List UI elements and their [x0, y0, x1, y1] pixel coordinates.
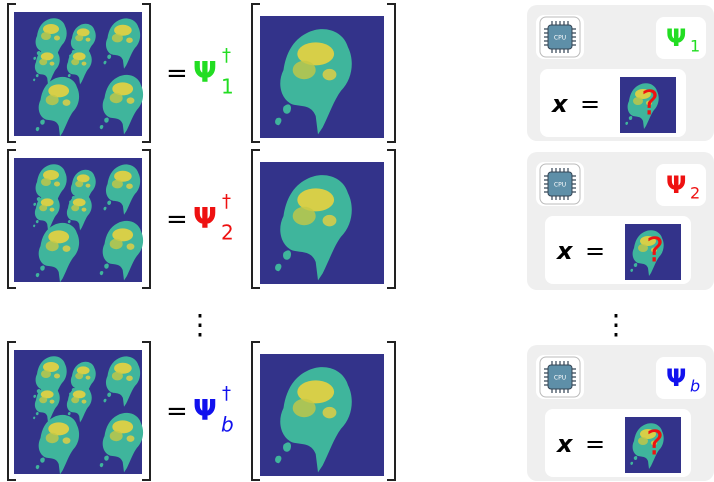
psi: Ψ — [193, 394, 217, 427]
psi: Ψ — [193, 56, 217, 89]
bracket — [387, 4, 395, 142]
bracket — [252, 342, 260, 480]
bracket — [387, 342, 395, 480]
psi: Ψ — [666, 24, 686, 52]
x-var: x — [556, 430, 574, 458]
vdots: ⋮ — [602, 308, 630, 341]
index: 1 — [690, 37, 700, 56]
bracket — [142, 342, 150, 480]
bracket — [252, 4, 260, 142]
equals: = — [580, 90, 600, 118]
equals: = — [166, 397, 188, 427]
equals: = — [585, 430, 605, 458]
index: b — [221, 413, 234, 437]
bracket — [142, 4, 150, 142]
chip-label: CPU — [554, 182, 566, 189]
psi: Ψ — [193, 202, 217, 235]
index: 2 — [221, 221, 234, 245]
equals: = — [166, 59, 188, 89]
index: 2 — [690, 184, 700, 203]
bracket — [142, 150, 150, 288]
equals: = — [585, 237, 605, 265]
dagger: † — [222, 191, 231, 212]
chip-label: CPU — [554, 375, 566, 382]
diagram: =Ψ†1=Ψ†2=Ψ†b⋮⋮CPUΨ1x=?CPUΨ2x=?CPUΨbx=? — [0, 0, 714, 482]
x-var: x — [551, 90, 569, 118]
x-var: x — [556, 237, 574, 265]
bracket — [252, 150, 260, 288]
vdots: ⋮ — [186, 308, 214, 341]
psi: Ψ — [666, 171, 686, 199]
question-mark: ? — [646, 424, 664, 464]
dagger: † — [222, 383, 231, 404]
index: b — [690, 377, 700, 396]
equals: = — [166, 205, 188, 235]
question-mark: ? — [646, 231, 664, 271]
chip-label: CPU — [554, 35, 566, 42]
dagger: † — [222, 45, 231, 66]
question-mark: ? — [641, 84, 659, 124]
index: 1 — [221, 75, 234, 99]
psi: Ψ — [666, 364, 686, 392]
bracket — [387, 150, 395, 288]
